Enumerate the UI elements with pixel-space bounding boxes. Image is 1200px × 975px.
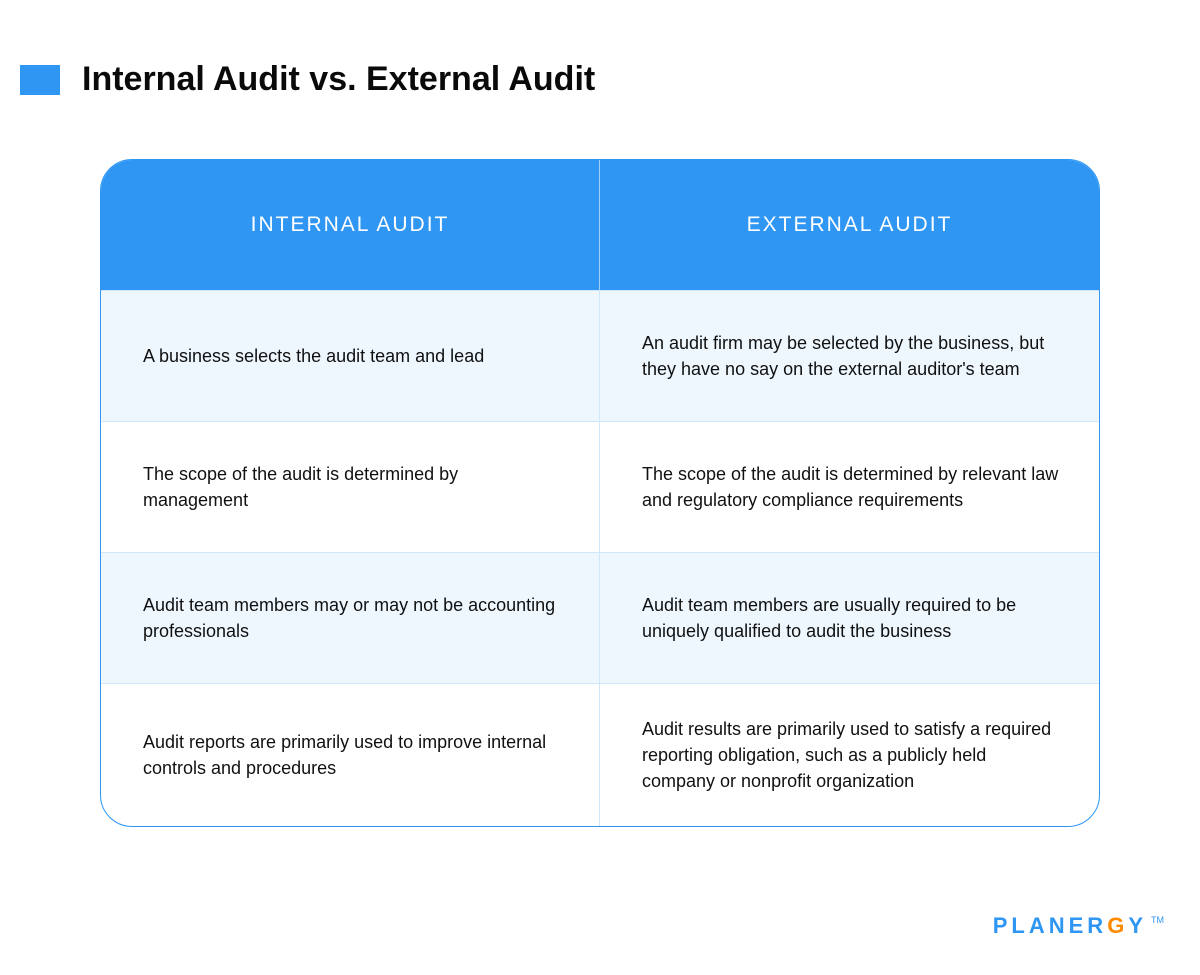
table-row: The scope of the audit is determined by …: [101, 421, 1099, 552]
cell-internal: Audit reports are primarily used to impr…: [101, 684, 600, 826]
column-header-internal: INTERNAL AUDIT: [101, 160, 600, 290]
cell-external: The scope of the audit is determined by …: [600, 422, 1099, 552]
title-row: Internal Audit vs. External Audit: [20, 60, 1180, 99]
cell-external: Audit results are primarily used to sati…: [600, 684, 1099, 826]
column-header-external: EXTERNAL AUDIT: [600, 160, 1099, 290]
table-row: Audit team members may or may not be acc…: [101, 552, 1099, 683]
logo-text-after: Y: [1128, 913, 1147, 938]
comparison-table: INTERNAL AUDIT EXTERNAL AUDIT A business…: [100, 159, 1100, 827]
cell-external: An audit firm may be selected by the bus…: [600, 291, 1099, 421]
title-accent-block: [20, 65, 60, 95]
page-title: Internal Audit vs. External Audit: [82, 60, 595, 99]
logo-trademark: TM: [1151, 915, 1164, 925]
brand-logo: PLANERGY TM: [993, 913, 1164, 939]
cell-internal: Audit team members may or may not be acc…: [101, 553, 600, 683]
cell-internal: The scope of the audit is determined by …: [101, 422, 600, 552]
logo-text-before: PLANER: [993, 913, 1107, 938]
cell-internal: A business selects the audit team and le…: [101, 291, 600, 421]
table-row: Audit reports are primarily used to impr…: [101, 683, 1099, 826]
table-header: INTERNAL AUDIT EXTERNAL AUDIT: [101, 160, 1099, 290]
table-row: A business selects the audit team and le…: [101, 290, 1099, 421]
logo-text: PLANERGY: [993, 913, 1147, 939]
page: Internal Audit vs. External Audit INTERN…: [0, 0, 1200, 975]
logo-accent-letter: G: [1107, 913, 1128, 938]
cell-external: Audit team members are usually required …: [600, 553, 1099, 683]
